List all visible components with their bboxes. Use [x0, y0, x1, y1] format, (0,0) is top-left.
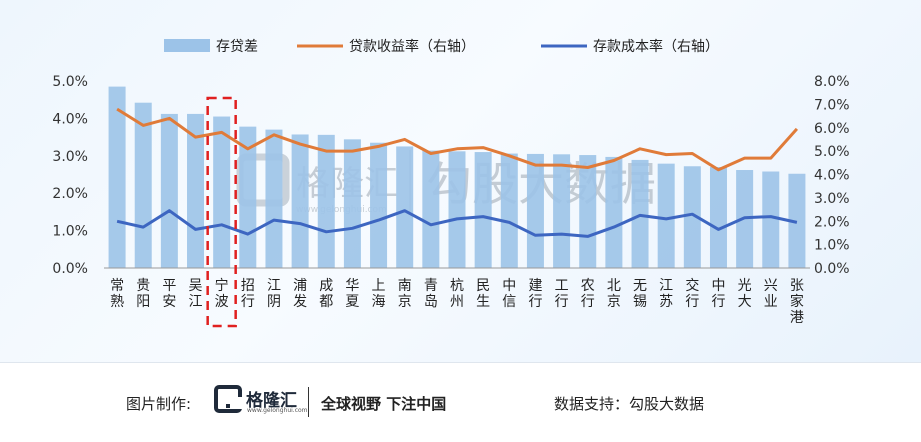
bar-南京: [396, 146, 414, 268]
bar-农行: [579, 155, 597, 268]
watermark-url: www.gelonghui.com: [296, 205, 387, 215]
left-tick-label: 3.0%: [52, 149, 88, 165]
category-label: 中行: [711, 278, 725, 310]
bar-江苏: [657, 163, 675, 268]
left-y-axis: 0.0% 1.0% 2.0% 3.0% 4.0% 5.0%: [52, 74, 88, 277]
category-label: 兴业: [764, 278, 778, 310]
right-tick-label: 8.0%: [814, 74, 850, 90]
category-label: 青岛: [424, 278, 438, 310]
loan-yield-line: [116, 107, 799, 172]
footer-divider: [308, 387, 309, 417]
highlight-box: [206, 96, 237, 328]
category-label: 宁波: [215, 277, 229, 310]
bar-中行: [709, 167, 727, 268]
left-tick-label: 1.0%: [52, 224, 88, 240]
legend-label: 存贷差: [216, 39, 258, 55]
category-label: 农行: [581, 278, 595, 310]
bar-工行: [553, 154, 571, 268]
legend-label: 贷款收益率（右轴）: [349, 38, 475, 55]
right-tick-label: 5.0%: [814, 144, 850, 160]
bar-series: [108, 86, 806, 269]
category-label: 上海: [372, 278, 386, 310]
right-tick-label: 3.0%: [814, 191, 850, 207]
category-label: 中信: [502, 278, 516, 310]
bar-北京: [605, 156, 623, 268]
legend-swatch-bar: [164, 39, 210, 52]
line-series: [104, 107, 810, 269]
bar-交行: [683, 166, 701, 268]
data-support: 数据支持：勾股大数据: [554, 395, 705, 413]
category-label: 江苏: [659, 278, 673, 310]
category-label: 常熟: [110, 278, 124, 310]
legend-label: 存款成本率（右轴）: [593, 38, 719, 55]
logo-url: www.gelonghui.com: [247, 407, 308, 414]
category-label: 平安: [162, 278, 176, 310]
bar-青岛: [422, 150, 440, 268]
category-label: 北京: [607, 278, 621, 310]
right-tick-label: 7.0%: [814, 97, 850, 113]
category-label: 工行: [555, 278, 569, 310]
category-label: 浦发: [293, 278, 307, 310]
bar-宁波: [213, 116, 231, 268]
category-label: 成都: [319, 278, 333, 310]
category-label: 民生: [476, 278, 490, 310]
bar-成都: [317, 134, 335, 268]
legend: 存贷差 贷款收益率（右轴） 存款成本率（右轴）: [164, 38, 719, 55]
bar-民生: [474, 152, 492, 268]
bar-中信: [500, 153, 518, 268]
logo-mark-icon: [214, 385, 242, 413]
right-tick-label: 2.0%: [814, 214, 850, 230]
bar-浦发: [291, 134, 309, 268]
logo-name: 格隆汇: [246, 391, 297, 411]
slogan: 全球视野 下注中国: [321, 395, 447, 413]
bar-建行: [526, 153, 544, 268]
footer: 图片制作: 格隆汇 www.gelonghui.com 全球视野 下注中国 数据…: [0, 362, 921, 442]
category-label: 光大: [738, 278, 752, 310]
highlight-rect: [206, 96, 237, 328]
right-y-axis: 0.0% 1.0% 2.0% 3.0% 4.0% 5.0% 6.0% 7.0% 8.0%: [814, 74, 850, 277]
category-label: 招行: [241, 278, 255, 310]
made-by-label: 图片制作:: [126, 395, 192, 413]
bar-贵阳: [134, 102, 152, 268]
bar-兴业: [762, 171, 780, 268]
category-label: 张家港: [790, 278, 804, 326]
right-tick-label: 0.0%: [814, 261, 850, 277]
bar-平安: [160, 113, 178, 268]
category-label: 贵阳: [136, 278, 150, 310]
bar-杭州: [448, 151, 466, 268]
left-tick-label: 0.0%: [52, 261, 88, 277]
x-axis-labels: 常熟贵阳平安吴江宁波招行江阴浦发成都华夏上海南京青岛杭州民生中信建行工行农行北京…: [110, 277, 804, 326]
left-tick-label: 5.0%: [52, 74, 88, 90]
right-tick-label: 4.0%: [814, 168, 850, 184]
category-label: 建行: [528, 278, 542, 310]
category-label: 杭州: [450, 278, 464, 310]
bar-华夏: [343, 139, 361, 268]
category-label: 南京: [398, 278, 412, 310]
category-label: 无锡: [633, 278, 647, 310]
category-label: 交行: [685, 277, 699, 310]
left-tick-label: 4.0%: [52, 111, 88, 127]
category-label: 江阴: [267, 278, 281, 310]
category-label: 吴江: [189, 278, 203, 310]
deposit-cost-line: [116, 209, 798, 238]
category-label: 华夏: [345, 278, 359, 310]
right-tick-label: 6.0%: [814, 121, 850, 137]
bar-上海: [370, 142, 388, 268]
left-tick-label: 2.0%: [52, 186, 88, 202]
right-tick-label: 1.0%: [814, 238, 850, 254]
bar-江阴: [265, 129, 283, 268]
